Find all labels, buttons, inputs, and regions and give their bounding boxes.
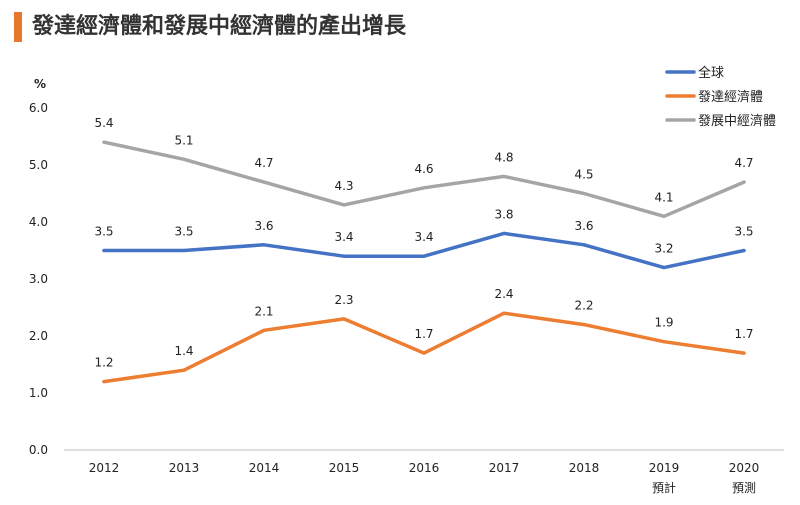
data-label: 3.5 <box>94 225 113 239</box>
data-label: 3.2 <box>654 242 673 256</box>
data-label: 4.8 <box>494 150 513 164</box>
data-labels: 3.5 3.5 3.6 3.4 3.4 3.8 3.6 3.2 3.5 1.2 1.4 2.1 2.3 1… <box>94 116 753 369</box>
x-tick-label: 2014 <box>249 461 280 475</box>
data-label: 4.7 <box>734 156 753 170</box>
y-tick-label: 2.0 <box>29 329 48 343</box>
data-label: 4.5 <box>574 168 593 182</box>
legend-label: 發展中經濟體 <box>698 113 776 129</box>
data-label: 1.4 <box>174 344 193 358</box>
data-label: 2.1 <box>254 304 273 318</box>
series-line-0 <box>102 231 746 270</box>
data-label: 4.1 <box>654 190 673 204</box>
data-label: 1.2 <box>94 356 113 370</box>
data-label: 2.4 <box>494 287 513 301</box>
x-tick-label: 2012 <box>89 461 120 475</box>
data-label: 5.4 <box>94 116 113 130</box>
data-label: 3.6 <box>254 219 273 233</box>
data-label: 3.8 <box>494 207 513 221</box>
y-tick-label: 5.0 <box>29 158 48 172</box>
y-tick-label: 1.0 <box>29 386 48 400</box>
data-label: 1.7 <box>414 327 433 341</box>
data-label: 1.9 <box>654 316 673 330</box>
y-tick-label: 0.0 <box>29 443 48 457</box>
data-label: 2.3 <box>334 293 353 307</box>
y-tick-label: 3.0 <box>29 272 48 286</box>
data-label: 4.6 <box>414 162 433 176</box>
legend-label: 發達經濟體 <box>698 89 763 105</box>
data-label: 3.4 <box>334 230 353 244</box>
x-tick-note: 預測 <box>732 481 756 495</box>
data-label: 3.5 <box>734 225 753 239</box>
x-tick-label: 2015 <box>329 461 360 475</box>
legend-label: 全球 <box>698 65 724 81</box>
y-axis-unit-label: % <box>34 77 46 91</box>
data-label: 2.2 <box>574 299 593 313</box>
title-accent-bar <box>14 12 22 42</box>
series-line-2 <box>102 140 746 219</box>
x-tick-label: 2016 <box>409 461 440 475</box>
data-label: 3.6 <box>574 219 593 233</box>
x-tick-label: 2018 <box>569 461 600 475</box>
x-tick-label: 2020 <box>729 461 760 475</box>
series-lines <box>102 140 746 384</box>
data-label: 1.7 <box>734 327 753 341</box>
data-label: 3.4 <box>414 230 433 244</box>
chart-title: 發達經濟體和發展中經濟體的產出增長 <box>32 14 407 39</box>
series-line-1 <box>102 311 746 384</box>
y-tick-label: 6.0 <box>29 101 48 115</box>
data-label: 3.5 <box>174 225 193 239</box>
x-axis: 2012 2013 2014 2015 2016 2017 2018 2019 預計 2020 預測 <box>64 449 784 495</box>
x-tick-label: 2017 <box>489 461 520 475</box>
y-axis: 0.0 1.0 2.0 3.0 4.0 5.0 6.0 <box>29 101 48 457</box>
y-tick-label: 4.0 <box>29 215 48 229</box>
data-label: 4.7 <box>254 156 273 170</box>
x-tick-note: 預計 <box>652 480 676 495</box>
data-label: 4.3 <box>334 179 353 193</box>
x-tick-label: 2013 <box>169 461 200 475</box>
data-label: 5.1 <box>174 133 193 147</box>
x-tick-label: 2019 <box>649 461 680 475</box>
